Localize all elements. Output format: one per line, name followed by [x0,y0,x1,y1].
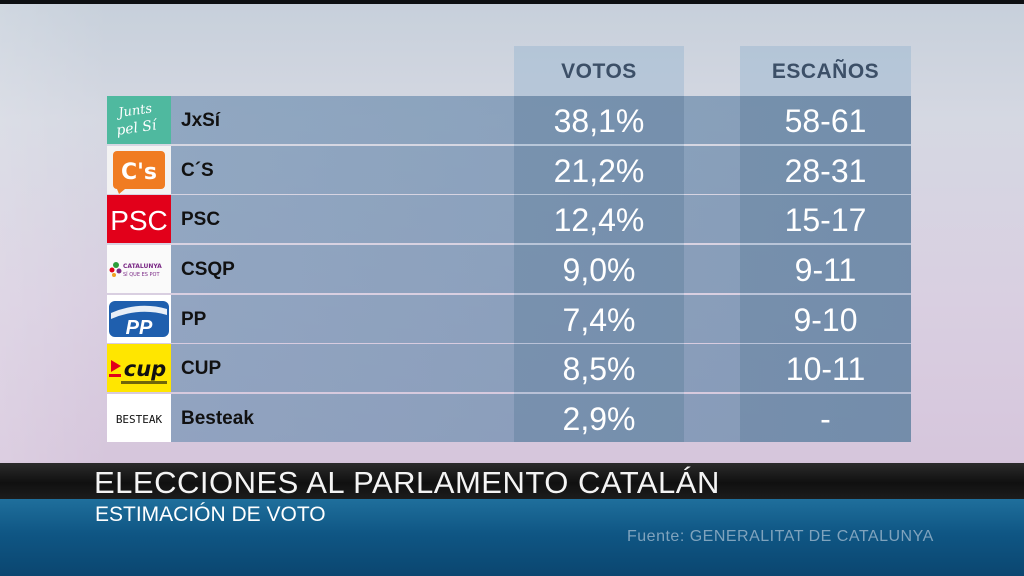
svg-text:Junts: Junts [114,101,153,121]
votos-value: 12,4% [514,195,684,244]
svg-text:pel Sí: pel Sí [115,117,159,139]
votos-value: 2,9% [514,394,684,443]
lower-third-subtitle-bar [0,499,1024,576]
votos-value: 38,1% [514,96,684,144]
escanos-value: 10-11 [740,344,911,393]
table-row: CATALUNYA SÍ QUE ES POT CSQP 9,0% 9-11 [107,245,911,294]
escanos-value: 9-11 [740,245,911,294]
pp-logo: PP [107,294,171,343]
escanos-value: 58-61 [740,96,911,144]
escanos-header: ESCAÑOS [771,60,880,83]
source-credit: Fuente: GENERALITAT DE CATALUNYA [627,528,934,545]
party-name: CSQP [181,259,235,281]
table-row: BESTEAK Besteak 2,9% - [107,394,911,443]
escanos-value: - [740,394,911,443]
ciudadanos-logo: C's [107,145,171,194]
background-glow [0,4,110,464]
table-row: PSC PSC 12,4% 15-17 [107,195,911,244]
escanos-value: 9-10 [740,294,911,343]
lower-third-subtitle: ESTIMACIÓN DE VOTO [95,503,326,526]
csqp-logo: CATALUNYA SÍ QUE ES POT [107,245,171,294]
svg-text:PSC: PSC [110,205,168,236]
lower-third-title: ELECCIONES AL PARLAMENTO CATALÁN [94,465,720,500]
votos-value: 7,4% [514,294,684,343]
party-name: PSC [181,209,221,231]
votos-value: 9,0% [514,245,684,294]
table-row: PP PP 7,4% 9-10 [107,294,911,343]
party-name: C´S [181,159,214,181]
svg-text:cup: cup [124,357,166,381]
table-row: cup CUP 8,5% 10-11 [107,344,911,393]
junts-pel-si-logo: Junts pel Sí [107,96,171,144]
svg-text:SÍ QUE ES POT: SÍ QUE ES POT [123,271,160,278]
results-table: Junts pel Sí JxSí 38,1% 58-61 C's C´S 21… [107,96,911,444]
svg-text:CATALUNYA: CATALUNYA [123,263,162,270]
svg-text:BESTEAK: BESTEAK [116,413,163,426]
votos-header: VOTOS [561,60,637,83]
lower-third-title-bar [0,463,1024,499]
votos-value: 21,2% [514,145,684,194]
party-name: CUP [181,358,222,380]
besteak-logo: BESTEAK [107,394,171,443]
table-row: C's C´S 21,2% 28-31 [107,145,911,194]
party-name: PP [181,308,207,330]
table-row: Junts pel Sí JxSí 38,1% 58-61 [107,96,911,144]
svg-text:C's: C's [121,160,157,185]
svg-text:PP: PP [126,317,153,339]
psc-logo: PSC [107,195,171,244]
cup-logo: cup [107,344,171,393]
party-name: Besteak [181,408,254,430]
escanos-value: 28-31 [740,145,911,194]
party-name: JxSí [181,110,221,131]
votos-value: 8,5% [514,344,684,393]
escanos-value: 15-17 [740,195,911,244]
